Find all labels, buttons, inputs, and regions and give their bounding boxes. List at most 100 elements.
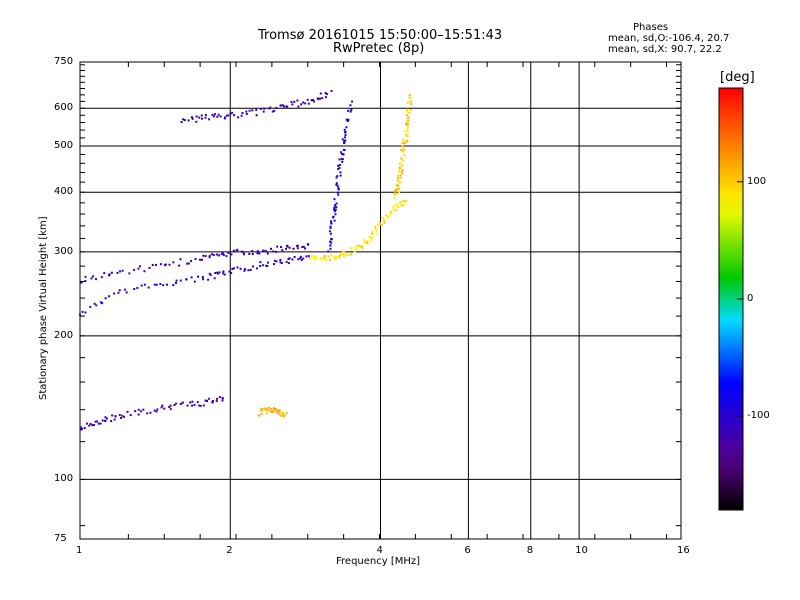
echo-point [186, 262, 189, 265]
echo-point [399, 176, 402, 179]
echo-point [400, 204, 403, 207]
echo-point [402, 138, 405, 141]
echo-point [204, 114, 207, 117]
echo-point [324, 257, 327, 260]
echo-point [282, 412, 285, 415]
echo-point [204, 399, 207, 402]
echo-point [389, 212, 392, 215]
echo-point [336, 175, 339, 178]
echo-point [240, 114, 243, 117]
echo-point [186, 404, 189, 407]
echo-point [183, 119, 186, 122]
echo-point [355, 247, 358, 250]
echo-point [321, 97, 324, 100]
echo-point [179, 279, 182, 282]
echo-point [266, 252, 269, 255]
echo-point [342, 252, 345, 255]
echo-point [200, 117, 203, 120]
echo-point [159, 283, 162, 286]
echo-point [333, 255, 336, 258]
echo-point [244, 268, 247, 271]
echo-point [393, 197, 396, 200]
echo-point [251, 253, 254, 256]
echo-point [270, 410, 273, 413]
echo-point [256, 250, 259, 253]
echo-point [287, 262, 290, 265]
echo-point [133, 287, 136, 290]
echo-point [262, 110, 265, 113]
echo-point [349, 104, 352, 107]
echo-point [319, 258, 322, 261]
echo-point [336, 191, 339, 194]
echo-point [272, 263, 275, 266]
echo-point [335, 176, 338, 179]
echo-point [325, 93, 328, 96]
echo-point [140, 284, 143, 287]
echo-point [300, 103, 303, 106]
echo-point [406, 139, 409, 142]
echo-point [84, 280, 87, 283]
echo-point [117, 291, 120, 294]
echo-point [270, 247, 273, 250]
echo-point [110, 420, 113, 423]
colorbar [718, 87, 744, 511]
echo-point [206, 400, 209, 403]
echo-point [222, 270, 225, 273]
echo-point [243, 269, 246, 272]
echo-point [285, 411, 288, 414]
echo-point [403, 154, 406, 157]
echo-point [399, 162, 402, 165]
echo-point [397, 184, 400, 187]
echo-point [255, 114, 258, 117]
echo-point [299, 257, 302, 260]
echo-point [142, 408, 145, 411]
echo-point [305, 255, 308, 258]
x-axis-label: Frequency [MHz] [336, 556, 421, 567]
echo-point [213, 113, 216, 116]
echo-point [342, 148, 345, 151]
echo-point [230, 253, 233, 256]
echo-point [343, 128, 346, 131]
echo-point [297, 105, 300, 108]
y-tick-label: 100 [54, 473, 74, 485]
echo-point [344, 139, 347, 142]
echo-point [282, 413, 285, 416]
echo-point [330, 238, 333, 241]
echo-point [259, 408, 262, 411]
echo-point [283, 414, 286, 417]
echo-point [92, 275, 95, 278]
echo-point [288, 257, 291, 260]
echo-point [182, 118, 185, 121]
echo-point [341, 152, 344, 155]
colorbar-label: [deg] [720, 70, 755, 85]
echo-point [252, 265, 255, 268]
echo-point [291, 103, 294, 106]
echo-point [406, 124, 409, 127]
echo-point [260, 413, 263, 416]
echo-point [399, 174, 402, 177]
echo-point [338, 254, 341, 257]
echo-point [385, 214, 388, 217]
echo-point [333, 210, 336, 213]
echo-point [211, 113, 214, 116]
echo-point [374, 225, 377, 228]
echo-point [405, 199, 408, 202]
echo-point [258, 252, 261, 255]
echo-point [397, 174, 400, 177]
echo-point [198, 404, 201, 407]
echo-point [78, 313, 81, 316]
echo-point [108, 295, 111, 298]
echo-point [265, 264, 268, 267]
echo-point [279, 261, 282, 264]
echo-point [165, 283, 168, 286]
echo-point [357, 244, 360, 247]
echo-point [401, 172, 404, 175]
echo-point [399, 201, 402, 204]
echo-point [322, 257, 325, 260]
echo-point [249, 268, 252, 271]
echo-point [175, 279, 178, 282]
echo-point [288, 246, 291, 249]
echo-point [371, 230, 374, 233]
echo-point [404, 130, 407, 133]
